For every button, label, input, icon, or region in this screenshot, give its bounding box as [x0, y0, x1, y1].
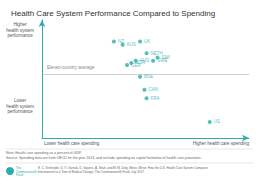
svg-text:Fund: Fund — [16, 173, 23, 177]
svg-text:The: The — [16, 166, 22, 170]
svg-text:NETH: NETH — [150, 50, 163, 56]
svg-text:GER: GER — [131, 63, 142, 68]
svg-text:BNE: BNE — [144, 74, 153, 79]
svg-text:SWE: SWE — [157, 58, 168, 64]
svg-text:AUS: AUS — [127, 42, 136, 47]
svg-text:US: US — [214, 119, 220, 124]
svg-text:CAN: CAN — [148, 87, 158, 92]
svg-text:performance: performance — [7, 33, 33, 38]
svg-text:International to a Time of Rad: International to a Time of Radical Chang… — [38, 170, 145, 174]
svg-text:performance: performance — [7, 109, 33, 114]
svg-text:Lower health care spending: Lower health care spending — [44, 141, 100, 146]
svg-text:health system: health system — [6, 28, 34, 33]
svg-text:Lower: Lower — [14, 98, 27, 103]
svg-text:Higher: Higher — [13, 22, 27, 27]
svg-text:NZ: NZ — [118, 39, 124, 44]
svg-text:AUS: AUS — [140, 58, 149, 63]
svg-text:Higher health care spending: Higher health care spending — [193, 141, 250, 146]
svg-text:FRA: FRA — [151, 96, 160, 101]
svg-text:health system: health system — [6, 104, 34, 109]
svg-text:Commonwealth: Commonwealth — [16, 169, 37, 174]
svg-text:SWI: SWI — [161, 55, 170, 60]
svg-text:Eleven-country average: Eleven-country average — [47, 65, 95, 70]
svg-text:E. C. Schneider, D. O. Sarnak,: E. C. Schneider, D. O. Sarnak, D. Squire… — [38, 166, 208, 170]
svg-text:UK: UK — [144, 39, 150, 44]
svg-text:Source: Spending data are from: Source: Spending data are from OECD for … — [6, 156, 202, 160]
svg-text:Health Care System Performance: Health Care System Performance Compared … — [11, 9, 215, 18]
svg-text:Note: Health care spending as: Note: Health care spending as a percent … — [6, 151, 82, 155]
